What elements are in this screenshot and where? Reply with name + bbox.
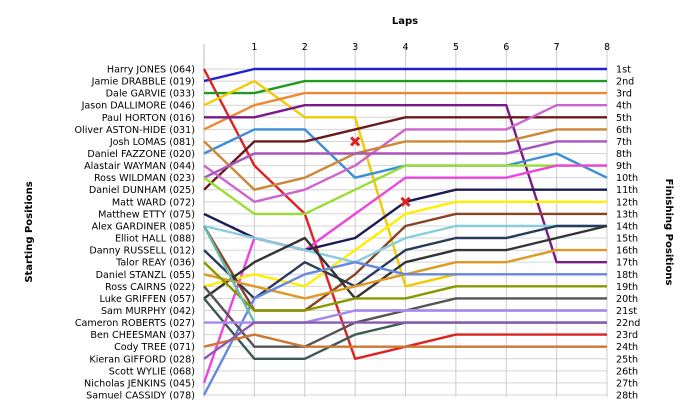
finishing-position-label: 18th <box>616 270 638 281</box>
starting-position-label: Ross CAIRNS (022) <box>105 282 195 293</box>
starting-position-label: Alex GARDINER (085) <box>92 221 195 232</box>
finishing-position-label: 4th <box>616 101 632 112</box>
starting-position-label: Matthew ETTY (075) <box>98 209 195 220</box>
x-tick-label: 6 <box>503 42 509 53</box>
series-line <box>203 261 607 312</box>
x-tick-label: 1 <box>251 42 257 53</box>
finishing-position-label: 8th <box>616 149 632 160</box>
finishing-position-label: 15th <box>616 234 638 245</box>
finishing-position-label: 7th <box>616 137 632 148</box>
starting-position-label: Nicholas JENKINS (045) <box>84 378 195 389</box>
finishing-position-label: 27th <box>616 378 638 389</box>
starting-position-label: Cody TREE (071) <box>114 342 195 353</box>
starting-position-label: Harry JONES (064) <box>107 65 195 76</box>
starting-position-label: Elliot HALL (088) <box>115 234 195 245</box>
series-line <box>204 103 607 264</box>
finishing-position-label: 16th <box>616 246 638 257</box>
markers <box>350 136 411 207</box>
series-line <box>203 224 607 300</box>
finishing-position-label: 21st <box>616 306 637 317</box>
x-tick-label: 2 <box>302 42 308 53</box>
finishing-position-label: 20th <box>616 294 638 305</box>
starting-position-label: Daniel FAZZONE (020) <box>87 149 195 160</box>
starting-position-label: Jamie DRABBLE (019) <box>91 77 195 88</box>
finishing-position-label: 26th <box>616 366 638 377</box>
x-tick-label: 7 <box>554 42 560 53</box>
starting-position-label: Josh LOMAS (081) <box>109 137 195 148</box>
finishing-position-label: 1st <box>616 65 631 76</box>
series-line <box>203 224 607 264</box>
series-line <box>203 128 607 191</box>
x-tick-label: 5 <box>453 42 459 53</box>
series-line <box>203 164 607 216</box>
finishing-position-label: 17th <box>616 258 638 269</box>
series-line <box>204 79 607 95</box>
starting-position-label: Ross WILDMAN (023) <box>94 173 195 184</box>
finishing-position-label: 9th <box>616 161 632 172</box>
finishing-position-label: 11th <box>616 185 638 196</box>
starting-position-label: Kieran GIFFORD (028) <box>89 354 195 365</box>
starting-position-label: Alastair WAYMAN (044) <box>84 161 195 172</box>
gridlines <box>203 44 608 397</box>
crash-marker <box>400 196 411 207</box>
starting-position-label: Oliver ASTON-HIDE (031) <box>75 125 196 136</box>
finishing-position-label: 2nd <box>616 77 634 88</box>
finishing-position-label: 12th <box>616 197 638 208</box>
crash-marker <box>350 136 361 147</box>
finishing-position-label: 5th <box>616 113 632 124</box>
finishing-position-label: 6th <box>616 125 632 136</box>
starting-position-label: Daniel STANZL (055) <box>96 270 195 281</box>
finishing-position-label: 25th <box>616 354 638 365</box>
x-tick-label: 8 <box>604 42 610 53</box>
series-line <box>203 321 607 360</box>
starting-position-label: Matt WARD (072) <box>112 197 195 208</box>
series-line <box>203 116 607 191</box>
starting-position-label: Ben CHEESMAN (037) <box>90 330 195 341</box>
y-axis-left-label: Starting Positions <box>24 181 35 282</box>
finishing-position-label: 24th <box>616 342 638 353</box>
finishing-position-label: 19th <box>616 282 638 293</box>
series-line <box>203 140 607 179</box>
starting-position-label: Dale GARVIE (033) <box>106 89 195 100</box>
finishing-position-label: 3rd <box>616 89 632 100</box>
x-tick-label: 4 <box>402 42 408 53</box>
starting-position-label: Talor REAY (036) <box>115 258 195 269</box>
starting-position-label: Daniel DUNHAM (025) <box>89 185 195 196</box>
starting-position-label: Danny RUSSELL (012) <box>89 246 195 257</box>
series-line <box>203 67 607 83</box>
series-line <box>203 200 607 288</box>
finishing-position-label: 23rd <box>616 330 638 341</box>
x-tick-label: 3 <box>352 42 358 53</box>
series-line <box>203 224 608 300</box>
starting-position-label: Sam MURPHY (042) <box>101 306 195 317</box>
series-line <box>203 91 607 131</box>
chart-title: Laps <box>392 16 418 27</box>
starting-position-label: Luke GRIFFEN (057) <box>100 294 195 305</box>
finishing-position-label: 28th <box>616 391 638 402</box>
starting-position-label: Cameron ROBERTS (027) <box>75 318 195 329</box>
finishing-position-label: 13th <box>616 209 638 220</box>
finishing-position-label: 22nd <box>616 318 640 329</box>
series-line <box>203 103 607 204</box>
starting-position-label: Samuel CASSIDY (078) <box>86 391 195 402</box>
series-line <box>202 261 607 396</box>
starting-position-label: Scott WYLIE (068) <box>109 366 195 377</box>
y-axis-right-label: Finishing Positions <box>663 179 674 286</box>
finishing-position-label: 10th <box>616 173 638 184</box>
starting-position-label: Paul HORTON (016) <box>102 113 195 124</box>
series-line <box>203 333 607 348</box>
finishing-position-label: 14th <box>616 221 638 232</box>
starting-position-label: Jason DALLIMORE (046) <box>81 101 195 112</box>
labels: 1 2 3 4 5 6 7 8 Harry JONES (064)Jamie DRABBLE (… <box>75 42 641 402</box>
